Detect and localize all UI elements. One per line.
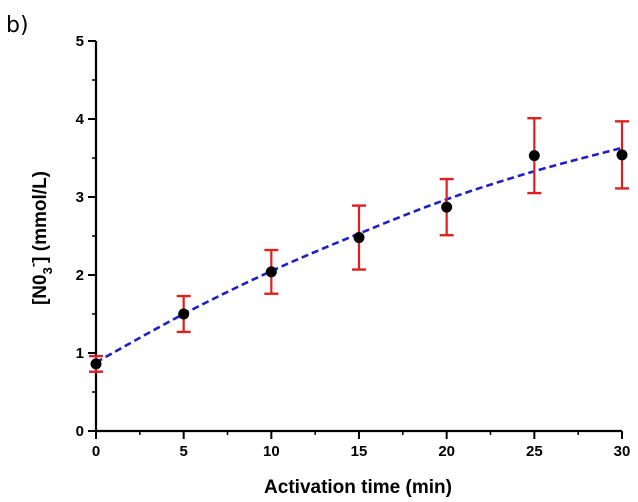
y-axis-title-superscript: - xyxy=(25,263,40,267)
x-tick-label: 30 xyxy=(614,443,631,460)
data-point xyxy=(353,232,365,244)
y-axis-title-subscript: 3 xyxy=(40,267,55,274)
x-axis-title: Activation time (min) xyxy=(264,477,452,498)
data-point-layer xyxy=(90,149,628,370)
data-point xyxy=(441,201,453,213)
x-tick-label: 20 xyxy=(438,443,455,460)
x-tick-label: 15 xyxy=(351,443,368,460)
y-axis-title-prefix: [N0 xyxy=(30,274,51,305)
x-tick-label: 25 xyxy=(526,443,543,460)
data-point xyxy=(528,150,540,162)
x-tick-label: 5 xyxy=(179,443,187,460)
y-tick-label: 3 xyxy=(76,189,84,206)
data-point xyxy=(178,308,190,320)
y-tick-label: 5 xyxy=(76,33,84,50)
y-tick-label: 1 xyxy=(76,345,84,362)
y-axis-title: [N03-] (mmol/L) xyxy=(25,171,55,305)
data-point xyxy=(616,149,628,161)
data-point xyxy=(265,266,277,278)
panel-label: b) xyxy=(6,13,29,38)
y-tick-label: 4 xyxy=(76,111,85,128)
axis-ticks: 0 5 10 15 20 25 30 0 1 2 3 4 5 xyxy=(76,33,631,460)
x-tick-label: 0 xyxy=(92,443,100,460)
data-point xyxy=(90,358,102,370)
y-tick-label: 0 xyxy=(76,423,84,440)
y-tick-label: 2 xyxy=(76,267,84,284)
error-bar-layer xyxy=(89,117,629,373)
x-tick-label: 10 xyxy=(263,443,280,460)
y-axis-title-suffix: ] (mmol/L) xyxy=(30,171,51,263)
